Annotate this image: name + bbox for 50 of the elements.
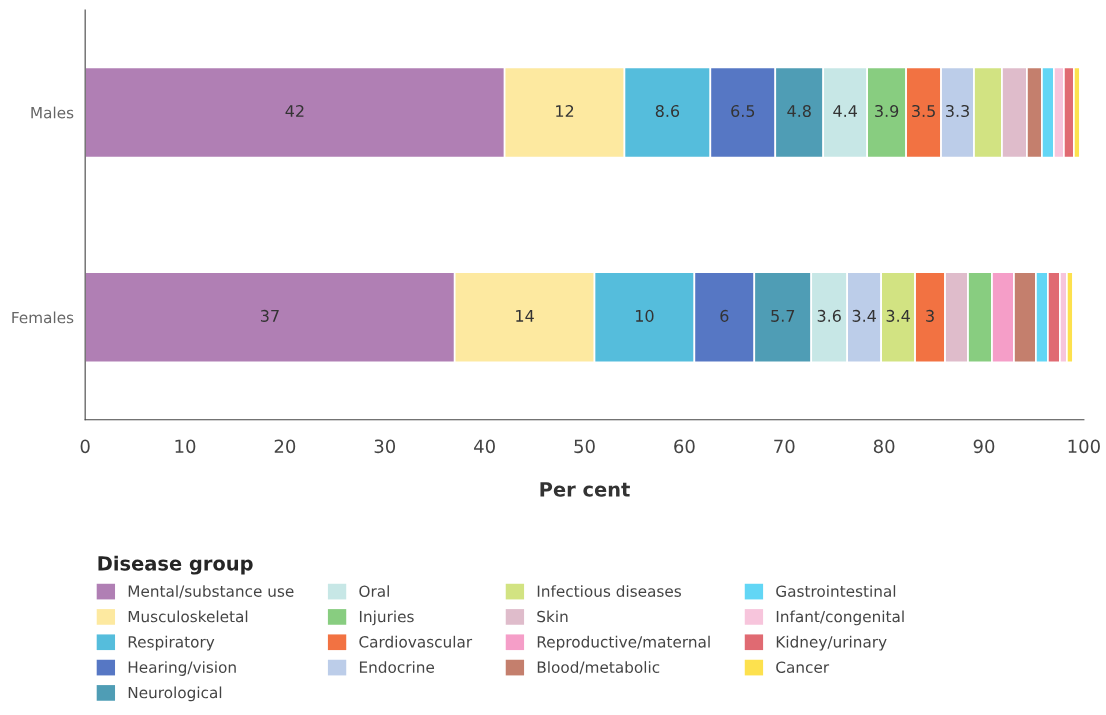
- data-label: 3.5: [912, 104, 935, 118]
- data-label: 4.4: [833, 105, 857, 117]
- legend-label: Reproductive/maternal: [537, 635, 710, 651]
- legend-label: Oral: [359, 585, 389, 597]
- legend-label: Musculoskeletal: [128, 610, 248, 623]
- legend-label: Kidney/urinary: [776, 635, 887, 651]
- data-label: 3.3: [946, 104, 969, 118]
- legend-title: Disease group: [98, 555, 253, 575]
- data-label: 8.6: [655, 104, 680, 118]
- data-label: 14: [516, 310, 534, 322]
- x-tick-label: 90: [973, 439, 995, 454]
- legend-label: Endocrine: [359, 661, 435, 673]
- data-label: 42: [285, 104, 304, 117]
- data-label: 5.7: [771, 310, 795, 322]
- legend-label: Skin: [537, 610, 568, 623]
- legend-label: Respiratory: [128, 635, 215, 651]
- legend-label: Hearing/vision: [128, 661, 236, 676]
- y-tick-label: Females: [12, 311, 74, 324]
- legend-label: Injuries: [359, 610, 414, 626]
- data-label: 3.9: [875, 104, 899, 118]
- x-tick-label: 0: [80, 439, 90, 454]
- data-label: 3.4: [886, 309, 910, 322]
- legend-label: Cancer: [776, 661, 830, 673]
- x-tick-label: 10: [175, 439, 196, 454]
- data-label: 3.6: [817, 309, 841, 322]
- x-tick-label: 20: [274, 439, 296, 454]
- legend-label: Blood/metabolic: [537, 661, 660, 675]
- legend-label: Mental/substance use: [128, 585, 294, 599]
- legend-label: Cardiovascular: [359, 635, 473, 648]
- legend-label: Infant/congenital: [776, 610, 904, 626]
- data-label: 10: [636, 309, 654, 322]
- x-tick-label: 100: [1068, 439, 1100, 454]
- x-tick-label: 60: [674, 439, 695, 454]
- y-tick-label: Males: [31, 106, 74, 119]
- data-label: 6.5: [731, 104, 755, 118]
- data-label: 3.4: [852, 309, 876, 322]
- legend-label: Infectious diseases: [537, 585, 681, 597]
- x-tick-label: 50: [574, 439, 595, 454]
- data-label: 37: [260, 309, 279, 322]
- data-label: 12: [556, 104, 574, 117]
- legend-label: Gastrointestinal: [776, 585, 896, 597]
- x-tick-label: 40: [474, 439, 495, 454]
- legend-label: Neurological: [128, 686, 222, 702]
- x-axis-title: Per cent: [540, 482, 630, 497]
- x-tick-label: 30: [374, 439, 396, 454]
- data-label: 3: [926, 309, 934, 322]
- data-label: 6: [720, 309, 729, 322]
- x-tick-label: 80: [873, 439, 895, 454]
- x-tick-label: 70: [774, 439, 795, 454]
- data-label: 4.8: [787, 104, 811, 118]
